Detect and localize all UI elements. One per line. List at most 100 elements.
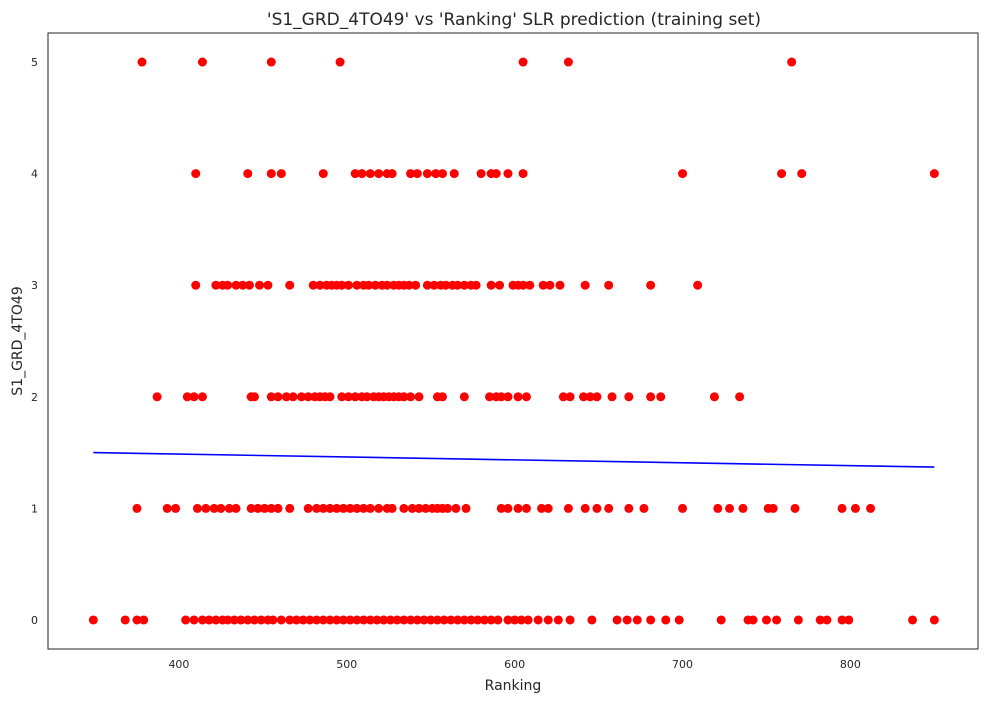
data-point (503, 615, 513, 625)
data-point (565, 615, 575, 625)
data-point (503, 503, 513, 513)
data-point (236, 615, 246, 625)
data-point (419, 615, 429, 625)
data-point (426, 615, 436, 625)
data-point (431, 169, 441, 179)
data-point (622, 615, 632, 625)
data-point (231, 503, 241, 513)
data-point (411, 280, 421, 290)
data-point (592, 392, 602, 402)
data-point (678, 503, 688, 513)
data-point (352, 503, 362, 513)
regression-line (93, 451, 935, 468)
data-point (451, 503, 461, 513)
data-point (162, 503, 172, 513)
data-point (379, 615, 389, 625)
data-point (518, 280, 528, 290)
data-point (543, 503, 553, 513)
data-point (678, 169, 688, 179)
data-point (768, 503, 778, 513)
data-point (646, 280, 656, 290)
x-tick-label: 700 (672, 658, 693, 671)
data-point (216, 503, 226, 513)
data-point (285, 280, 295, 290)
data-point (211, 280, 221, 290)
data-point (197, 57, 207, 67)
data-point (263, 280, 273, 290)
data-point (592, 503, 602, 513)
data-point (229, 615, 239, 625)
data-point (352, 615, 362, 625)
data-point (446, 615, 456, 625)
data-point (437, 392, 447, 402)
y-tick-label: 0 (31, 614, 38, 627)
data-point (249, 392, 259, 402)
data-point (315, 280, 325, 290)
data-point (525, 280, 535, 290)
data-point (171, 503, 181, 513)
data-point (735, 392, 745, 402)
data-point (449, 169, 459, 179)
data-point (285, 503, 295, 513)
data-point (406, 615, 416, 625)
data-point (325, 503, 335, 513)
data-point (350, 392, 360, 402)
data-point (399, 615, 409, 625)
data-point (656, 392, 666, 402)
data-point (793, 615, 803, 625)
data-point (587, 615, 597, 625)
data-points (88, 57, 939, 625)
data-point (516, 615, 526, 625)
data-point (607, 392, 617, 402)
data-point (392, 615, 402, 625)
data-point (374, 169, 384, 179)
data-point (303, 392, 313, 402)
data-point (406, 169, 416, 179)
data-point (335, 57, 345, 67)
data-point (308, 280, 318, 290)
data-point (521, 503, 531, 513)
data-point (579, 392, 589, 402)
data-point (716, 615, 726, 625)
data-point (432, 615, 442, 625)
data-point (486, 615, 496, 625)
data-point (387, 169, 397, 179)
data-point (305, 615, 315, 625)
data-point (453, 615, 463, 625)
data-point (197, 392, 207, 402)
data-point (414, 503, 424, 513)
data-point (332, 503, 342, 513)
data-point (443, 503, 453, 513)
data-point (182, 392, 192, 402)
data-point (661, 615, 671, 625)
data-point (197, 615, 207, 625)
data-point (521, 392, 531, 402)
data-point (503, 169, 513, 179)
data-point (243, 615, 253, 625)
data-point (209, 503, 219, 513)
data-point (476, 169, 486, 179)
plot-frame (47, 32, 979, 650)
data-point (772, 615, 782, 625)
data-point (191, 280, 201, 290)
data-point (580, 280, 590, 290)
data-point (421, 503, 431, 513)
data-point (510, 615, 520, 625)
data-point (189, 615, 199, 625)
data-point (493, 615, 503, 625)
data-point (201, 503, 211, 513)
data-point (120, 615, 130, 625)
data-point (533, 615, 543, 625)
data-point (761, 615, 771, 625)
data-point (693, 280, 703, 290)
data-point (224, 503, 234, 513)
data-point (365, 615, 375, 625)
data-point (238, 280, 248, 290)
data-point (132, 615, 142, 625)
data-point (412, 169, 422, 179)
x-tick-label: 500 (336, 658, 357, 671)
data-point (604, 503, 614, 513)
data-point (318, 615, 328, 625)
data-point (518, 169, 528, 179)
